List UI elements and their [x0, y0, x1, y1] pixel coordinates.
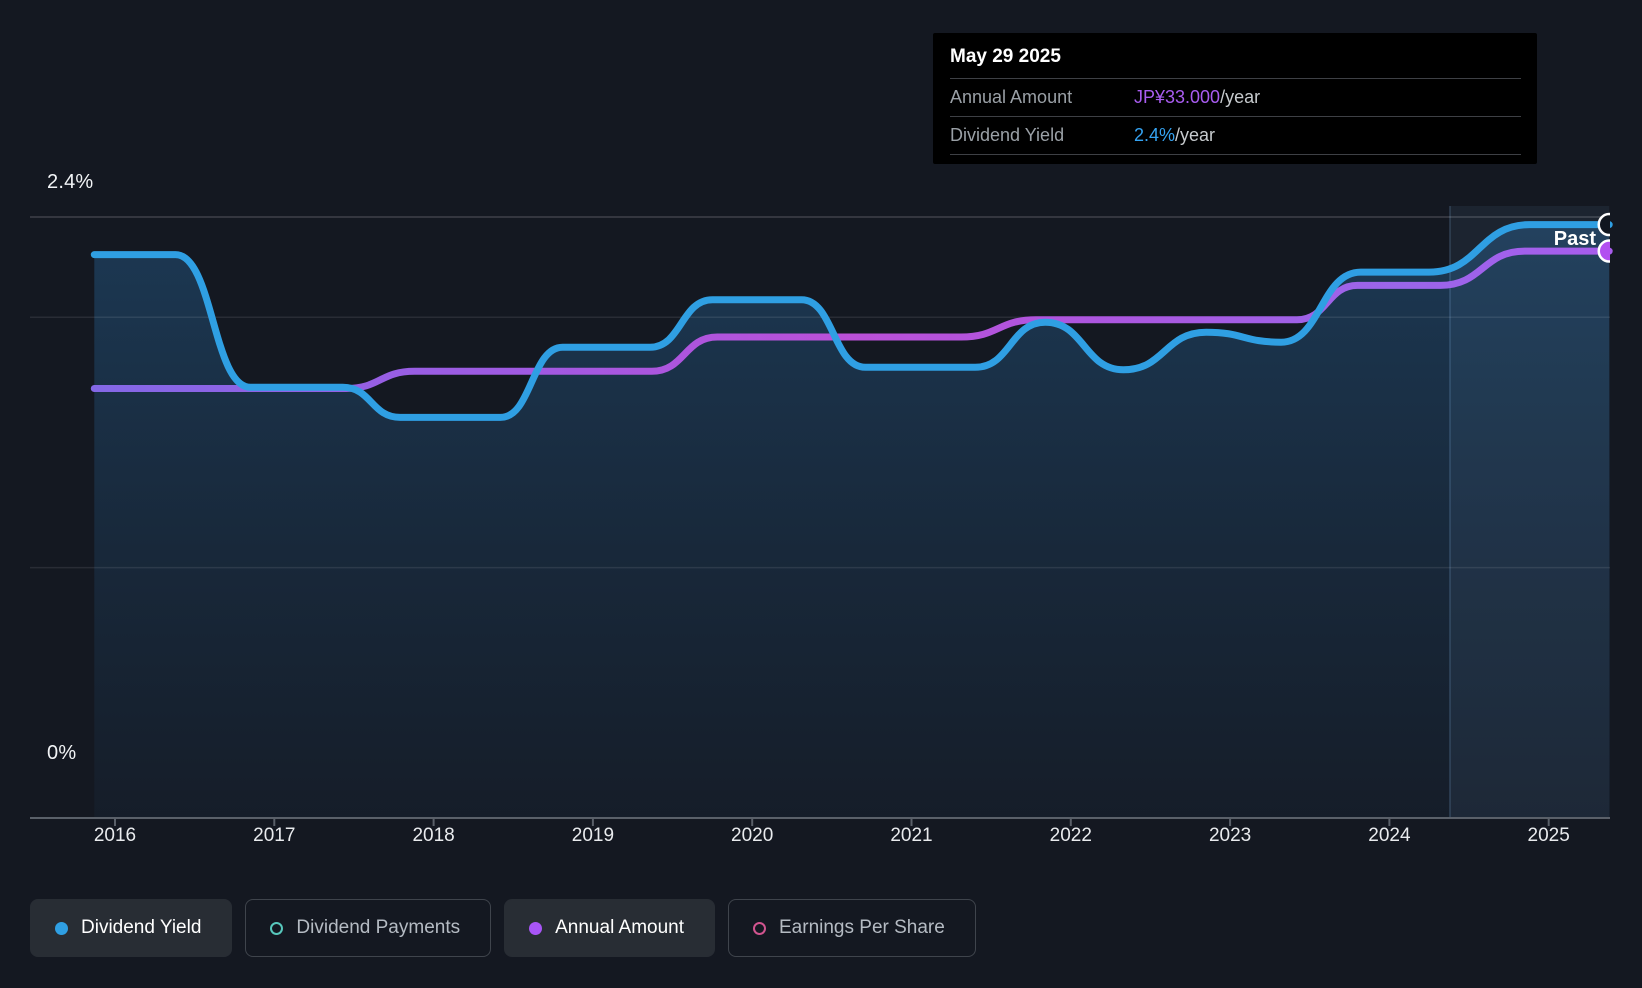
- x-axis-label-2018: 2018: [412, 825, 455, 846]
- legend-label: Dividend Payments: [296, 917, 461, 938]
- tooltip-label: Dividend Yield: [950, 125, 1065, 145]
- y-axis-min-label: 0%: [47, 742, 77, 764]
- x-axis-label-2016: 2016: [93, 825, 137, 846]
- x-axis-label-2022: 2022: [1049, 825, 1092, 846]
- legend-toggle-earnings-per-share[interactable]: Earnings Per Share: [728, 899, 976, 957]
- x-axis: [114, 818, 1550, 826]
- recent-period-highlight-band: [1449, 206, 1610, 818]
- dividend-yield-area: [94, 224, 1610, 819]
- y-axis-max-label: 2.4%: [47, 171, 94, 193]
- legend-toggle-dividend-payments[interactable]: Dividend Payments: [245, 899, 492, 957]
- annual-amount-endpoint-marker: [1597, 239, 1610, 263]
- chart-tooltip: May 29 2025 Annual Amount JP¥33.000/year…: [933, 33, 1537, 164]
- tooltip-row-dividend-yield: Dividend Yield 2.4%/year: [950, 116, 1521, 155]
- gridlines: [30, 216, 1610, 819]
- tooltip-label: Annual Amount: [950, 87, 1073, 107]
- legend-label: Earnings Per Share: [779, 917, 945, 938]
- dividend-yield-dot-icon: [55, 921, 68, 935]
- x-axis-label-2017: 2017: [253, 825, 296, 846]
- legend-toggle-dividend-yield[interactable]: Dividend Yield: [30, 899, 233, 957]
- dividend-yield-endpoint-marker: [1597, 212, 1610, 237]
- x-axis-label-2020: 2020: [731, 825, 774, 846]
- chart-legend: Dividend Yield Dividend Payments Annual …: [30, 899, 976, 957]
- legend-label: Dividend Yield: [81, 917, 202, 938]
- tooltip-row-annual-amount: Annual Amount JP¥33.000/year: [950, 78, 1521, 116]
- x-axis-label-2023: 2023: [1208, 825, 1252, 846]
- tooltip-value: JP¥33.000: [1134, 87, 1221, 107]
- x-axis-label-2021: 2021: [890, 825, 933, 846]
- tooltip-value: 2.4%: [1134, 125, 1176, 145]
- x-axis-label-2024: 2024: [1368, 825, 1411, 846]
- legend-label: Annual Amount: [555, 917, 684, 938]
- tooltip-date: May 29 2025: [950, 46, 1061, 67]
- legend-toggle-annual-amount[interactable]: Annual Amount: [504, 899, 715, 957]
- x-axis-label-2019: 2019: [571, 825, 615, 846]
- past-annotation: Past: [1553, 228, 1596, 250]
- tooltip-value-suffix: /year: [1175, 125, 1216, 145]
- dividend-yield-line: [90, 221, 1613, 421]
- tooltip-value-suffix: /year: [1220, 87, 1261, 107]
- earnings-per-share-ring-icon: [753, 921, 766, 935]
- x-axis-label-2025: 2025: [1527, 825, 1570, 846]
- annual-amount-dot-icon: [529, 921, 543, 935]
- dividend-payments-ring-icon: [270, 921, 284, 935]
- annual-amount-line: [90, 247, 1613, 392]
